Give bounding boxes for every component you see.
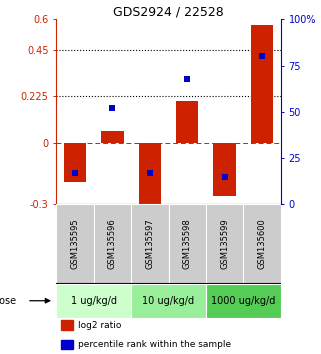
Text: 1 ug/kg/d: 1 ug/kg/d	[71, 296, 117, 306]
Text: percentile rank within the sample: percentile rank within the sample	[78, 340, 231, 349]
Bar	[213, 143, 236, 196]
Bar	[64, 143, 86, 182]
Bar	[139, 143, 161, 206]
Bar	[176, 101, 198, 143]
Text: GSM135598: GSM135598	[183, 218, 192, 269]
Bar	[56, 284, 131, 318]
Bar	[131, 284, 206, 318]
Bar	[206, 284, 281, 318]
Text: 10 ug/kg/d: 10 ug/kg/d	[143, 296, 195, 306]
Bar	[101, 131, 124, 143]
Bar	[243, 204, 281, 284]
Point	[72, 170, 77, 176]
Text: GSM135597: GSM135597	[145, 218, 154, 269]
Point	[185, 76, 190, 81]
Text: GSM135596: GSM135596	[108, 218, 117, 269]
Point	[222, 174, 227, 179]
Text: GSM135600: GSM135600	[258, 218, 267, 269]
Bar	[56, 204, 94, 284]
Text: 1000 ug/kg/d: 1000 ug/kg/d	[211, 296, 276, 306]
Text: log2 ratio: log2 ratio	[78, 321, 121, 330]
Point	[147, 170, 152, 176]
Point	[110, 105, 115, 111]
Title: GDS2924 / 22528: GDS2924 / 22528	[113, 5, 224, 18]
Bar	[61, 320, 73, 330]
Bar	[251, 25, 273, 143]
Text: GSM135595: GSM135595	[70, 219, 79, 269]
Bar	[169, 204, 206, 284]
Point	[260, 53, 265, 59]
Bar	[206, 204, 243, 284]
Text: GSM135599: GSM135599	[220, 219, 229, 269]
Bar	[61, 339, 73, 349]
Text: dose: dose	[0, 296, 17, 306]
Bar	[131, 204, 169, 284]
Bar	[94, 204, 131, 284]
